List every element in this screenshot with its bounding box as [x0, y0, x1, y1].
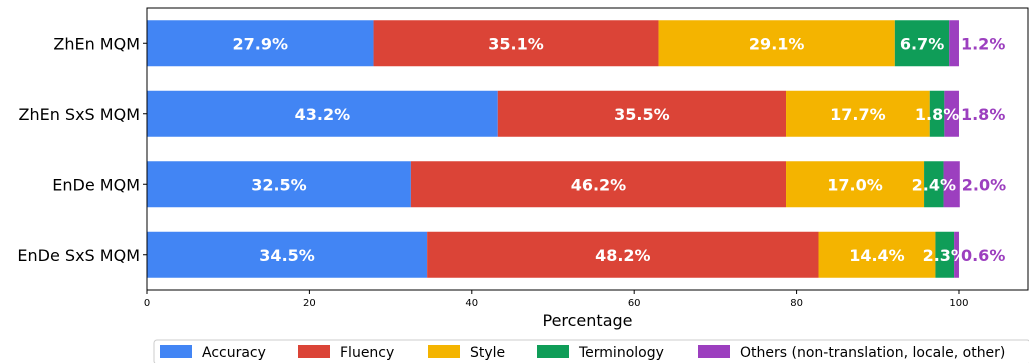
- data-label-1-0: 43.2%: [295, 105, 351, 124]
- legend-label-3: Terminology: [578, 345, 664, 361]
- bar-others-0: [949, 20, 959, 67]
- data-label-1-4: 1.8%: [961, 105, 1005, 124]
- bar-fluency-3: [427, 231, 819, 278]
- plot-frame: [146, 7, 1029, 291]
- data-label-2-1: 46.2%: [571, 175, 627, 194]
- bar-terminology-3: [935, 231, 955, 278]
- legend-label-1: Fluency: [340, 345, 394, 361]
- bar-others-2: [943, 161, 960, 208]
- bar-terminology-1: [929, 90, 945, 137]
- legend-label-4: Others (non-translation, locale, other): [740, 345, 1005, 361]
- legend-swatch-3: [537, 345, 569, 358]
- data-label-2-2: 17.0%: [827, 175, 883, 194]
- x-tick-label-0: 0: [144, 298, 150, 309]
- legend-swatch-4: [698, 345, 730, 358]
- legend-swatch-2: [428, 345, 460, 358]
- data-label-2-3: 2.4%: [912, 175, 956, 194]
- x-axis-title: Percentage: [542, 311, 632, 330]
- bar-fluency-1: [497, 90, 787, 137]
- bar-others-3: [954, 231, 959, 278]
- bar-accuracy-0: [147, 20, 374, 67]
- bar-accuracy-2: [147, 161, 411, 208]
- bar-fluency-2: [410, 161, 787, 208]
- bar-fluency-0: [373, 20, 659, 67]
- data-label-3-3: 2.3%: [923, 246, 967, 265]
- legend-swatch-1: [298, 345, 330, 358]
- data-label-0-2: 29.1%: [749, 34, 805, 53]
- legend-box: [153, 339, 1029, 363]
- x-tick-label-3: 60: [628, 298, 641, 309]
- bar-accuracy-3: [147, 231, 428, 278]
- data-label-3-4: 0.6%: [961, 246, 1005, 265]
- bars-layer: [147, 20, 960, 278]
- data-label-0-3: 6.7%: [900, 34, 944, 53]
- data-label-3-1: 48.2%: [595, 246, 651, 265]
- bar-accuracy-1: [147, 90, 498, 137]
- x-tick-label-2: 40: [465, 298, 478, 309]
- bar-terminology-0: [894, 20, 950, 67]
- data-label-1-2: 17.7%: [830, 105, 886, 124]
- bar-style-1: [786, 90, 930, 137]
- y-tick-label-3: EnDe SxS MQM: [17, 246, 140, 265]
- y-tick-label-0: ZhEn MQM: [53, 34, 140, 53]
- y-axis: ZhEn MQM ZhEn SxS MQM EnDe MQM EnDe SxS MQM: [17, 34, 147, 265]
- data-labels-layer: 27.9% 35.1% 29.1% 6.7% 1.2% 43.2% 35.5% 17.7% 1.…: [233, 34, 1007, 265]
- legend-swatch-0: [160, 345, 192, 358]
- data-label-0-4: 1.2%: [961, 34, 1005, 53]
- data-label-1-3: 1.8%: [915, 105, 959, 124]
- x-axis: 0 20 40 60 80 100: [144, 290, 969, 309]
- y-tick-label-2: EnDe MQM: [52, 175, 140, 194]
- x-tick-label-5: 100: [949, 298, 968, 309]
- data-label-2-0: 32.5%: [251, 175, 307, 194]
- bar-style-3: [818, 231, 936, 278]
- bar-terminology-2: [924, 161, 944, 208]
- y-tick-label-1: ZhEn SxS MQM: [18, 105, 140, 124]
- bar-style-2: [786, 161, 925, 208]
- data-label-3-0: 34.5%: [259, 246, 315, 265]
- data-label-0-0: 27.9%: [233, 34, 289, 53]
- legend-label-2: Style: [470, 345, 505, 361]
- data-label-2-4: 2.0%: [962, 175, 1006, 194]
- data-label-0-1: 35.1%: [488, 34, 544, 53]
- legend-label-0: Accuracy: [202, 345, 266, 361]
- data-label-1-1: 35.5%: [614, 105, 670, 124]
- bar-others-1: [944, 90, 959, 137]
- bar-style-0: [658, 20, 895, 67]
- x-tick-label-4: 80: [790, 298, 803, 309]
- x-tick-label-1: 20: [303, 298, 316, 309]
- data-label-3-2: 14.4%: [849, 246, 905, 265]
- legend: Accuracy Fluency Style Terminology Others (n…: [153, 339, 1029, 363]
